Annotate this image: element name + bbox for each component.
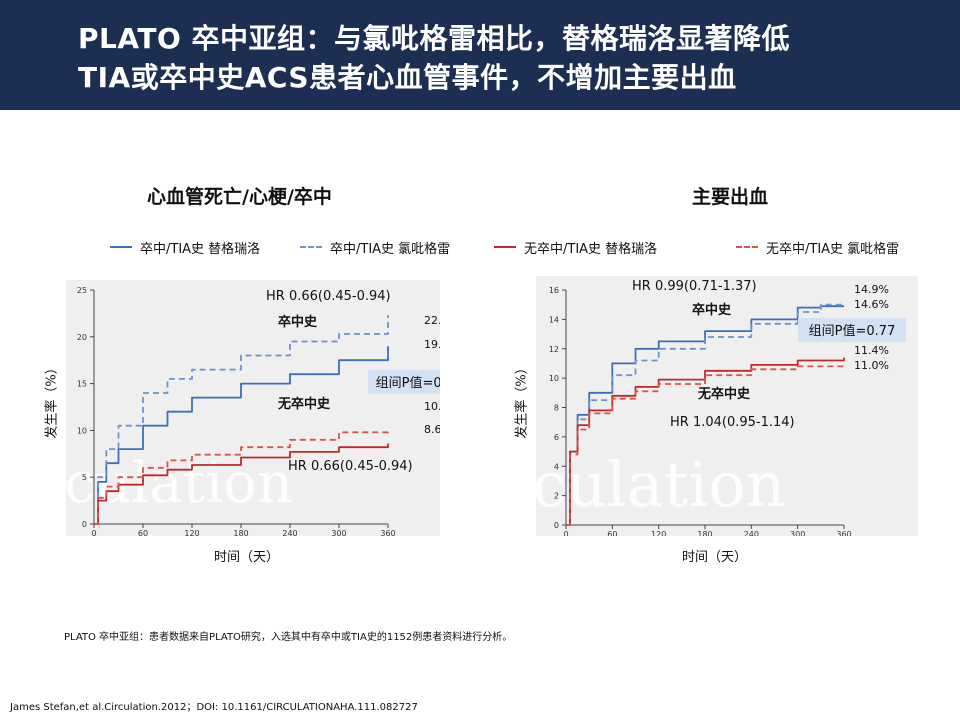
y-tick-label: 25 <box>77 286 87 295</box>
left-chart: culation 0 5 10 15 20 25 0 60 120 180 240 300 360 HR 0… <box>66 280 440 536</box>
end-value-label: 22.3% <box>424 314 440 327</box>
legend-label: 无卒中/TIA史 氯吡格雷 <box>766 241 900 257</box>
plot-background <box>66 280 440 536</box>
x-tick-label: 180 <box>697 530 712 536</box>
left-y-axis-title-wrap: 发生率（%） <box>40 340 60 460</box>
right-panel-title: 主要出血 <box>692 186 769 208</box>
end-value-label: 10.0% <box>424 400 440 413</box>
legend-item-nostroke-ticagrelor: 无卒中/TIA史 替格瑞洛 <box>494 232 657 262</box>
left-y-axis-title: 发生率（%） <box>44 361 60 439</box>
y-tick-label: 10 <box>549 374 559 383</box>
group-label-stroke: 卒中史 <box>278 314 318 330</box>
y-tick-label: 14 <box>549 315 559 324</box>
y-tick-label: 0 <box>554 521 559 530</box>
x-tick-label: 0 <box>91 529 96 536</box>
series-line-1 <box>94 315 389 525</box>
legend-item-stroke-ticagrelor: 卒中/TIA史 替格瑞洛 <box>110 232 260 262</box>
p-value-label: 组间P值=0.77 <box>809 323 896 339</box>
end-value-label: 11.0% <box>854 359 889 372</box>
y-tick-label: 20 <box>77 333 87 342</box>
x-tick-label: 240 <box>282 529 297 536</box>
watermark: culation <box>536 448 785 521</box>
left-chart-svg: culation 0 5 10 15 20 25 0 60 120 180 240 300 360 HR 0… <box>66 280 440 536</box>
y-tick-label: 12 <box>549 345 559 354</box>
slide-title-line-1: PLATO 卒中亚组：与氯吡格雷相比，替格瑞洛显著降低 <box>78 22 791 55</box>
hazard-ratio-stroke-label: HR 0.99(0.71-1.37) <box>632 279 757 294</box>
legend-swatch <box>736 246 758 248</box>
x-tick-label: 120 <box>651 530 666 536</box>
x-tick-label: 300 <box>790 530 805 536</box>
right-y-axis-title: 发生率（%） <box>514 361 530 439</box>
x-tick-label: 240 <box>744 530 759 536</box>
right-chart: culation 0 2 4 6 8 10 12 14 16 0 60 120 180 240 300 360 H… <box>536 276 918 536</box>
x-tick-label: 300 <box>331 529 346 536</box>
end-value-label: 14.6% <box>854 298 889 311</box>
y-tick-label: 15 <box>77 380 87 389</box>
series-line-3 <box>94 430 389 525</box>
end-value-label: 14.9% <box>854 283 889 296</box>
series-line-2 <box>94 443 389 525</box>
y-tick-label: 16 <box>549 286 559 295</box>
title-banner: PLATO 卒中亚组：与氯吡格雷相比，替格瑞洛显著降低 TIA或卒中史ACS患者… <box>0 0 960 110</box>
hazard-ratio-stroke-label: HR 0.66(0.45-0.94) <box>266 289 391 304</box>
group-label-nostroke: 无卒中史 <box>697 386 751 402</box>
series-line-3 <box>566 363 845 526</box>
left-x-axis-title: 时间（天） <box>214 550 280 565</box>
reference-citation: James Stefan,et al.Circulation.2012；DOI:… <box>10 702 418 713</box>
hazard-ratio-nostroke-label: HR 0.66(0.45-0.94) <box>288 459 413 474</box>
legend-swatch <box>494 246 516 248</box>
y-tick-label: 0 <box>82 520 87 529</box>
y-tick-label: 5 <box>82 473 87 482</box>
watermark: culation <box>66 451 293 516</box>
chart-legend: 卒中/TIA史 替格瑞洛 卒中/TIA史 氯吡格雷 无卒中/TIA史 替格瑞洛 … <box>0 232 960 262</box>
legend-item-nostroke-clopidogrel: 无卒中/TIA史 氯吡格雷 <box>736 232 899 262</box>
y-tick-label: 2 <box>554 492 559 501</box>
legend-label: 卒中/TIA史 替格瑞洛 <box>140 241 261 257</box>
p-value-box <box>798 318 906 342</box>
x-tick-label: 360 <box>836 530 851 536</box>
x-tick-label: 180 <box>233 529 248 536</box>
footnote: PLATO 卒中亚组：患者数据来自PLATO研究，入选其中有卒中或TIA史的11… <box>64 632 513 643</box>
p-value-box <box>368 370 440 394</box>
legend-item-stroke-clopidogrel: 卒中/TIA史 氯吡格雷 <box>300 232 450 262</box>
legend-swatch <box>300 246 322 248</box>
legend-label: 无卒中/TIA史 替格瑞洛 <box>524 241 658 257</box>
x-tick-label: 360 <box>380 529 395 536</box>
end-value-label: 8.6% <box>424 423 440 436</box>
x-tick-label: 120 <box>184 529 199 536</box>
hazard-ratio-nostroke-label: HR 1.04(0.95-1.14) <box>670 415 795 430</box>
legend-label: 卒中/TIA史 氯吡格雷 <box>330 241 451 257</box>
y-tick-label: 6 <box>554 433 559 442</box>
group-label-stroke: 卒中史 <box>692 302 732 318</box>
x-tick-label: 0 <box>563 530 568 536</box>
legend-swatch <box>110 246 132 248</box>
x-tick-label: 60 <box>607 530 617 536</box>
right-y-axis-title-wrap: 发生率（%） <box>510 340 530 460</box>
slide-title-line-2: TIA或卒中史ACS患者心血管事件，不增加主要出血 <box>78 61 737 94</box>
group-label-nostroke: 无卒中史 <box>277 396 331 412</box>
y-tick-label: 4 <box>554 462 559 471</box>
end-value-label: 11.4% <box>854 344 889 357</box>
left-panel-title: 心血管死亡/心梗/卒中 <box>147 186 332 208</box>
end-value-label: 19.0% <box>424 338 440 351</box>
y-tick-label: 8 <box>554 404 559 413</box>
y-tick-label: 10 <box>77 426 87 435</box>
right-x-axis-title: 时间（天） <box>682 550 748 565</box>
p-value-label: 组间P值=0.16 <box>376 375 440 391</box>
x-tick-label: 60 <box>138 529 148 536</box>
